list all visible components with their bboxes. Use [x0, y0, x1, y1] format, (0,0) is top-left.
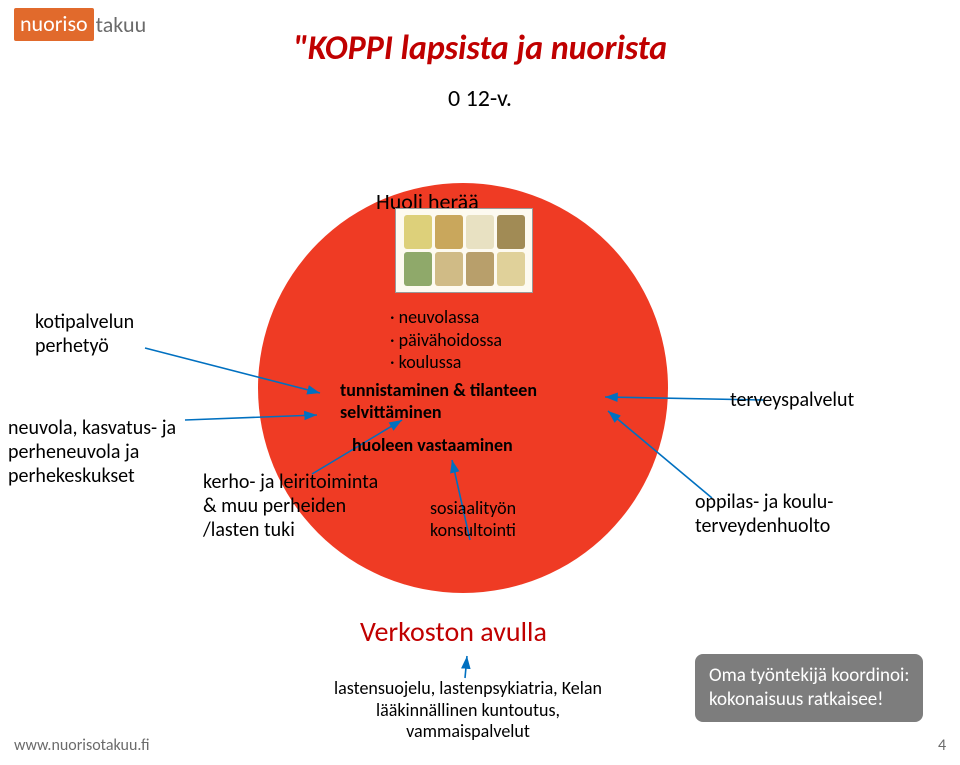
- right-block2-l1: oppilas- ja koulu-: [695, 490, 833, 514]
- left-block3-l2: & muu perheiden: [203, 494, 378, 518]
- left-block-kerho: kerho- ja leiritoiminta & muu perheiden …: [203, 470, 378, 542]
- bottom-l2: lääkinnällinen kuntoutus,: [268, 700, 668, 722]
- logo-gray-text: takuu: [96, 11, 146, 38]
- left-block2-l1: neuvola, kasvatus- ja: [8, 416, 176, 440]
- left-block1-l2: perhetyö: [35, 334, 134, 358]
- left-block-neuvola: neuvola, kasvatus- ja perheneuvola ja pe…: [8, 416, 176, 488]
- footer-url: www.nuorisotakuu.fi: [14, 736, 150, 755]
- left-block3-l1: kerho- ja leiritoiminta: [203, 470, 378, 494]
- right-block2-l2: terveydenhuolto: [695, 514, 833, 538]
- circle-bullet-item: · neuvolassa: [390, 306, 502, 329]
- left-block2-l3: perhekeskukset: [8, 464, 176, 488]
- badge-l1: Oma työntekijä koordinoi:: [709, 664, 909, 688]
- bottom-center-block: lastensuojelu, lastenpsykiatria, Kelan l…: [268, 678, 668, 743]
- logo-nuorisotakuu: nuoriso takuu: [14, 8, 146, 41]
- circle-sub-line2: konsultointi: [430, 520, 516, 542]
- circle-sub-line1: sosiaalityön: [430, 498, 516, 520]
- bottom-l1: lastensuojelu, lastenpsykiatria, Kelan: [268, 678, 668, 700]
- circle-bullets: · neuvolassa· päivähoidossa· koulussa: [390, 306, 502, 374]
- slide-subtitle: 0 12-v.: [380, 84, 580, 113]
- left-block-kotipalvelu: kotipalvelun perhetyö: [35, 310, 134, 358]
- circle-bold-2: huoleen vastaaminen: [352, 434, 513, 456]
- coordinator-badge: Oma työntekijä koordinoi: kokonaisuus ra…: [695, 654, 923, 722]
- circle-bold-1: tunnistaminen & tilanteen selvittäminen: [340, 380, 570, 423]
- circle-bullet-item: · koulussa: [390, 351, 502, 374]
- footer-page-number: 4: [938, 736, 946, 755]
- right-block-oppilas: oppilas- ja koulu- terveydenhuolto: [695, 490, 833, 538]
- logo-orange-box: nuoriso: [14, 8, 94, 41]
- left-block2-l2: perheneuvola ja: [8, 440, 176, 464]
- right-block-terveys: terveyspalvelut: [730, 388, 854, 412]
- family-photo: [395, 208, 533, 293]
- bottom-l3: vammaispalvelut: [268, 721, 668, 743]
- a-bottom: [465, 656, 467, 678]
- circle-sub-label: sosiaalityön konsultointi: [430, 498, 516, 541]
- verkoston-heading: Verkoston avulla: [360, 614, 547, 649]
- left-block3-l3: /lasten tuki: [203, 518, 378, 542]
- circle-bullet-item: · päivähoidossa: [390, 329, 502, 352]
- left-block1-l1: kotipalvelun: [35, 310, 134, 334]
- slide-title: "KOPPI lapsista ja nuorista: [210, 28, 750, 69]
- badge-l2: kokonaisuus ratkaisee!: [709, 688, 909, 712]
